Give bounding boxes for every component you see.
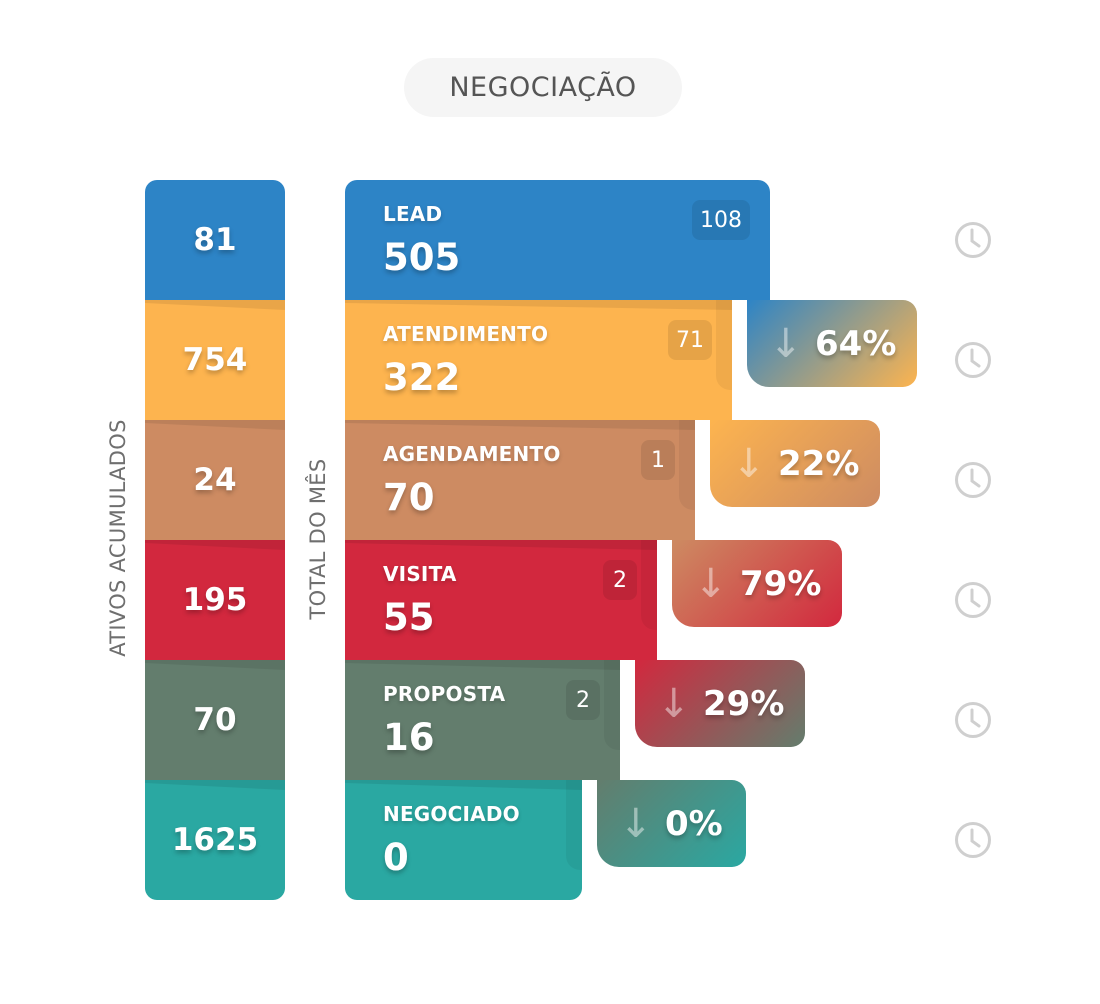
accumulated-value: 81 [193,222,237,258]
ativos-acumulados-label: ATIVOS ACUMULADOS [106,419,130,657]
accumulated-column: 81 754 24 195 70 1625 [145,180,285,900]
drop-percent: 79% [740,563,822,604]
arrow-down-icon: ↓ [657,680,691,727]
stage-total: 16 [383,716,435,759]
accumulated-value: 70 [193,702,237,738]
stage-total: 322 [383,356,461,399]
accumulated-cell-proposta[interactable]: 70 [145,660,285,780]
stage-name: AGENDAMENTO [383,442,561,466]
drop-percent: 22% [778,443,860,484]
stage-negociado[interactable]: NEGOCIADO 0 [345,780,582,900]
accumulated-value: 24 [193,462,237,498]
stage-badge: 2 [566,680,600,720]
stage-name: VISITA [383,562,457,586]
stage-lead[interactable]: LEAD 505 108 [345,180,770,300]
accumulated-value: 754 [182,342,248,378]
stage-badge: 71 [668,320,712,360]
stage-name: PROPOSTA [383,682,506,706]
drop-badge-proposta-negociado[interactable]: ↓ 0% [597,780,746,867]
drop-badge-lead-atendimento[interactable]: ↓ 64% [747,300,917,387]
stage-total: 70 [383,476,435,519]
stage-visita[interactable]: VISITA 55 2 [345,540,657,660]
stage-agendamento[interactable]: AGENDAMENTO 70 1 [345,420,695,540]
clock-icon[interactable] [954,461,992,499]
stage-name: ATENDIMENTO [383,322,549,346]
drop-percent: 29% [703,683,785,724]
drop-percent: 64% [815,323,897,364]
accumulated-value: 195 [182,582,248,618]
stage-name: LEAD [383,202,443,226]
stage-total: 0 [383,836,409,879]
clock-icon[interactable] [954,581,992,619]
arrow-down-icon: ↓ [694,560,728,607]
stage-badge: 1 [641,440,675,480]
stage-total: 505 [383,236,461,279]
accumulated-cell-atendimento[interactable]: 754 [145,300,285,420]
accumulated-cell-lead[interactable]: 81 [145,180,285,300]
stage-badge: 2 [603,560,637,600]
accumulated-cell-visita[interactable]: 195 [145,540,285,660]
arrow-down-icon: ↓ [619,800,653,847]
stage-atendimento[interactable]: ATENDIMENTO 322 71 [345,300,732,420]
accumulated-cell-agendamento[interactable]: 24 [145,420,285,540]
clock-icon[interactable] [954,821,992,859]
stage-name: NEGOCIADO [383,802,520,826]
drop-badge-visita-proposta[interactable]: ↓ 29% [635,660,805,747]
stage-total: 55 [383,596,435,639]
accumulated-value: 1625 [171,822,259,858]
stage-badge: 108 [692,200,750,240]
clock-icon[interactable] [954,701,992,739]
arrow-down-icon: ↓ [732,440,766,487]
stage-proposta[interactable]: PROPOSTA 16 2 [345,660,620,780]
accumulated-cell-negociado[interactable]: 1625 [145,780,285,900]
arrow-down-icon: ↓ [769,320,803,367]
drop-badge-atendimento-agendamento[interactable]: ↓ 22% [710,420,880,507]
total-do-mes-label: TOTAL DO MÊS [306,458,330,620]
clock-icon[interactable] [954,221,992,259]
drop-badge-agendamento-visita[interactable]: ↓ 79% [672,540,842,627]
page-title: NEGOCIAÇÃO [404,58,682,117]
drop-percent: 0% [665,803,723,844]
clock-icon[interactable] [954,341,992,379]
